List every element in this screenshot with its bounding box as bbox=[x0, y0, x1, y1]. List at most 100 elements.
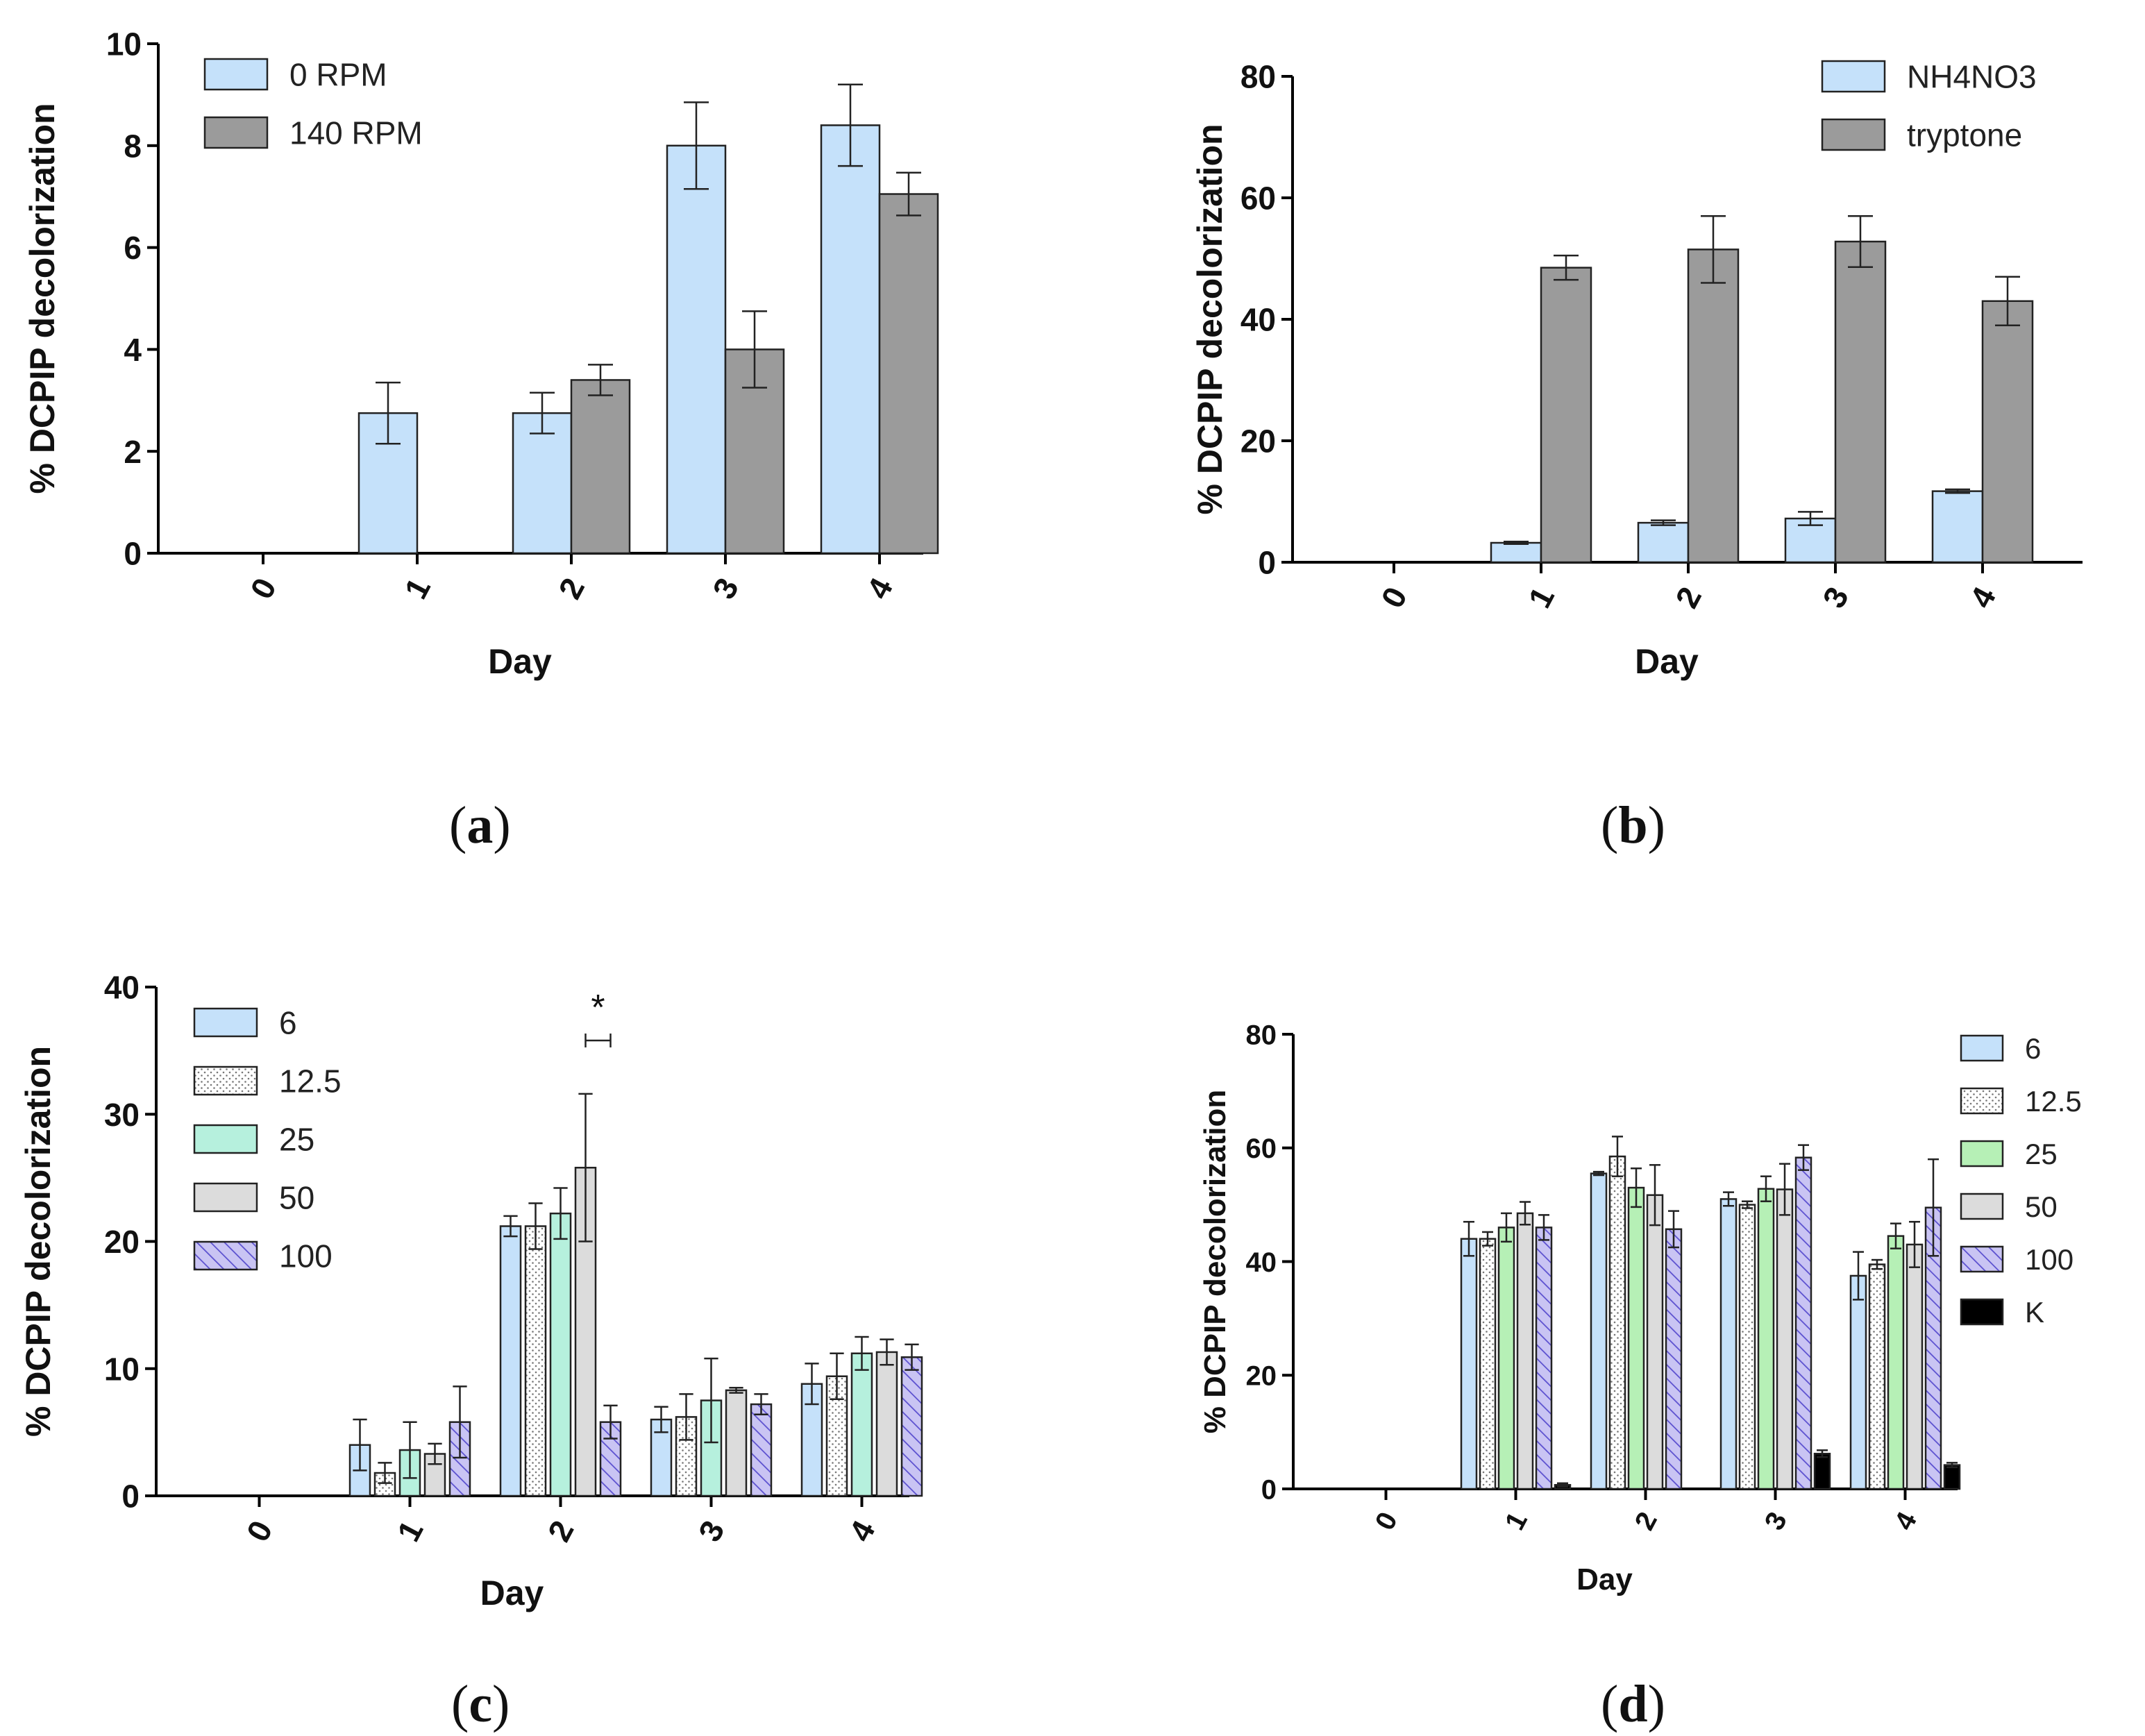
chart-c-svg: 0 10 20 30 40 0 1 2 3 4 Day % DCPIP decolorization *… bbox=[19, 970, 923, 1612]
bar bbox=[750, 1403, 773, 1497]
legend-label: 100 bbox=[2025, 1243, 2074, 1276]
bar bbox=[570, 379, 631, 555]
x-tick-label: 3 bbox=[1815, 581, 1856, 614]
bar bbox=[1757, 1188, 1775, 1490]
y-tick-label: 8 bbox=[124, 128, 142, 164]
legend-label: 12.5 bbox=[279, 1063, 342, 1099]
y-tick-label: 20 bbox=[104, 1224, 140, 1260]
bar bbox=[512, 412, 573, 555]
legend-label: NH4NO3 bbox=[1907, 59, 2037, 95]
y-tick-label: 0 bbox=[124, 536, 142, 572]
chart-c: 0 10 20 30 40 0 1 2 3 4 Day % DCPIP decolorization *… bbox=[0, 868, 1072, 1736]
bar bbox=[1813, 1452, 1831, 1490]
legend-swatch bbox=[1960, 1193, 2004, 1220]
x-tick-label: 0 bbox=[1374, 581, 1414, 614]
x-tick-label: 4 bbox=[859, 572, 900, 605]
bar bbox=[850, 1352, 873, 1497]
legend-swatch bbox=[1960, 1034, 2004, 1062]
bar bbox=[1497, 1227, 1515, 1490]
y-tick-label: 30 bbox=[104, 1097, 140, 1133]
y-tick-label: 6 bbox=[124, 230, 142, 266]
bar bbox=[725, 1389, 748, 1497]
bar bbox=[1479, 1238, 1497, 1490]
bar bbox=[1943, 1464, 1961, 1490]
x-tick-label: 2 bbox=[1668, 581, 1708, 614]
x-tick-label: 0 bbox=[239, 1515, 280, 1547]
panel-label-a: (a) bbox=[449, 796, 511, 854]
legend-swatch bbox=[193, 1065, 258, 1096]
legend-swatch bbox=[1960, 1298, 2004, 1326]
legend-label: 0 RPM bbox=[289, 57, 387, 93]
legend-swatch bbox=[1821, 60, 1886, 93]
x-tick-label: 0 bbox=[1370, 1507, 1404, 1535]
bar bbox=[499, 1225, 522, 1497]
y-axis-title: % DCPIP decolorization bbox=[1198, 1090, 1232, 1434]
x-tick-label: 3 bbox=[691, 1515, 732, 1547]
chart-d-svg: 0 20 40 60 80 0 1 2 3 4 Day % DCPIP decolorization 6… bbox=[1198, 1020, 2082, 1596]
y-tick-label: 80 bbox=[1246, 1020, 1277, 1050]
chart-a: 0 2 4 6 8 10 0 1 2 3 4 Day % DCPIP decolorization 0 R… bbox=[0, 0, 1072, 868]
y-axis-title: % DCPIP decolorization bbox=[23, 103, 62, 494]
x-tick-label: 1 bbox=[390, 1515, 430, 1547]
bar bbox=[1460, 1238, 1478, 1490]
x-tick-label: 0 bbox=[243, 572, 283, 605]
significance-marker: * bbox=[591, 988, 605, 1028]
bar bbox=[875, 1351, 898, 1497]
legend-label: 50 bbox=[2025, 1190, 2058, 1223]
x-tick-label: 2 bbox=[551, 572, 591, 605]
y-tick-label: 40 bbox=[104, 970, 140, 1006]
bar bbox=[358, 412, 419, 555]
bar bbox=[1608, 1155, 1626, 1490]
legend-label: 25 bbox=[2025, 1138, 2058, 1170]
bar bbox=[1776, 1188, 1794, 1490]
x-tick-label: 4 bbox=[842, 1515, 882, 1547]
bar bbox=[1665, 1228, 1683, 1490]
bar bbox=[1687, 248, 1740, 564]
chart-a-svg: 0 2 4 6 8 10 0 1 2 3 4 Day % DCPIP decolorization 0 R… bbox=[23, 26, 939, 681]
chart-b: 0 20 40 60 80 0 1 2 3 4 Day % DCPIP decolorization N… bbox=[1072, 0, 2145, 868]
x-axis-title: Day bbox=[1576, 1562, 1633, 1596]
x-tick-label: 4 bbox=[1889, 1507, 1924, 1535]
legend-label: 50 bbox=[279, 1180, 314, 1216]
y-axis-title: % DCPIP decolorization bbox=[19, 1046, 58, 1437]
y-tick-label: 0 bbox=[1261, 1474, 1277, 1505]
bar bbox=[1535, 1227, 1553, 1490]
bar bbox=[1887, 1235, 1905, 1490]
legend-label: 25 bbox=[279, 1122, 314, 1158]
legend-swatch bbox=[193, 1007, 258, 1038]
y-tick-label: 40 bbox=[1246, 1247, 1277, 1278]
x-tick-label: 2 bbox=[1629, 1507, 1663, 1535]
bar bbox=[1516, 1212, 1534, 1490]
x-axis-title: Day bbox=[1635, 642, 1699, 681]
legend-swatch bbox=[203, 58, 269, 91]
legend-swatch bbox=[1960, 1087, 2004, 1115]
x-axis-title: Day bbox=[488, 642, 552, 681]
legend-label: tryptone bbox=[1907, 117, 2022, 153]
bar bbox=[1981, 300, 2034, 564]
y-tick-label: 80 bbox=[1240, 59, 1276, 95]
y-tick-label: 10 bbox=[104, 1351, 140, 1387]
bar bbox=[1490, 541, 1542, 564]
y-tick-label: 60 bbox=[1246, 1134, 1277, 1164]
bar bbox=[1794, 1156, 1812, 1490]
panel-label-c: (c) bbox=[451, 1675, 510, 1733]
x-tick-label: 3 bbox=[1759, 1507, 1793, 1535]
bar bbox=[666, 144, 727, 555]
legend-swatch bbox=[1960, 1245, 2004, 1273]
legend-label: 100 bbox=[279, 1238, 333, 1274]
panel-label-b: (b) bbox=[1601, 796, 1665, 854]
x-tick-label: 4 bbox=[1962, 581, 2003, 614]
legend-swatch bbox=[1821, 118, 1886, 151]
chart-b-svg: 0 20 40 60 80 0 1 2 3 4 Day % DCPIP decolorization N… bbox=[1191, 59, 2083, 681]
legend-label: 6 bbox=[279, 1005, 297, 1041]
x-tick-label: 1 bbox=[397, 572, 437, 605]
bar bbox=[1627, 1186, 1645, 1490]
bar bbox=[820, 124, 881, 555]
x-tick-label: 3 bbox=[705, 572, 746, 605]
chart-d: 0 20 40 60 80 0 1 2 3 4 Day % DCPIP decolorization 6… bbox=[1072, 868, 2145, 1736]
x-tick-label: 1 bbox=[1499, 1507, 1533, 1535]
bar bbox=[1849, 1274, 1867, 1490]
bar bbox=[1834, 240, 1887, 564]
legend-label: 12.5 bbox=[2025, 1085, 2082, 1118]
